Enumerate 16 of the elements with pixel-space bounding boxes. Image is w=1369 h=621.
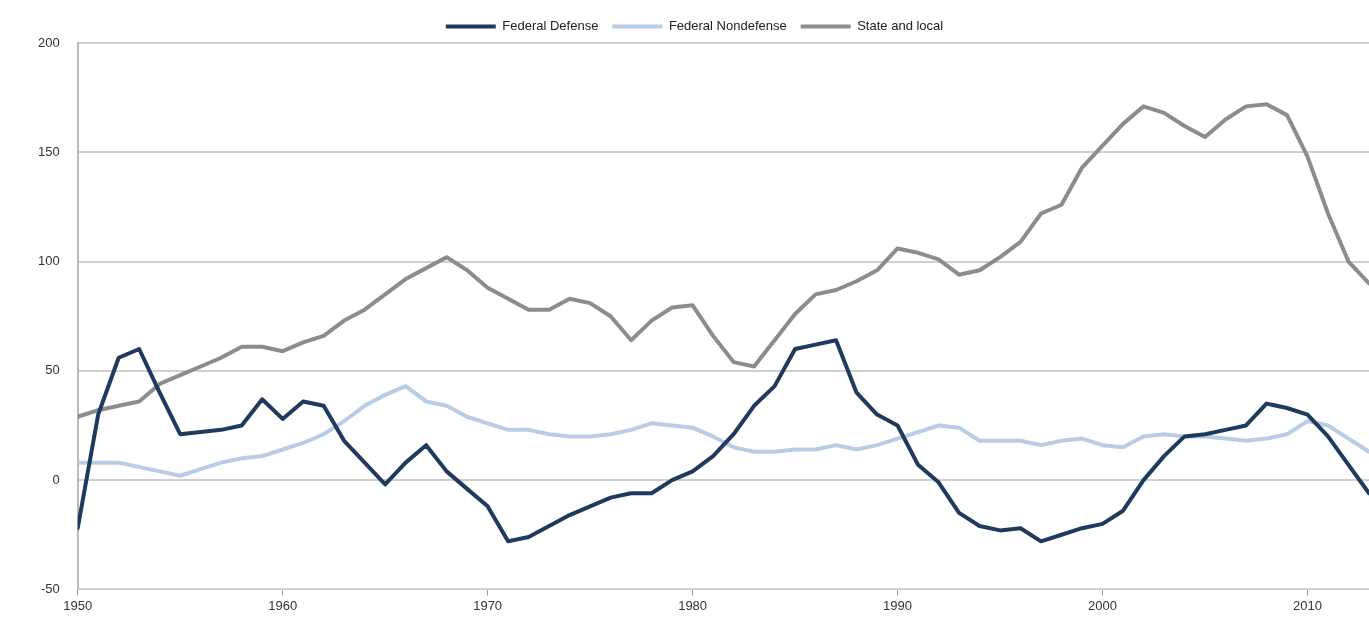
x-tick-label: 1980 [678,597,708,613]
y-tick-label: 200 [37,34,60,50]
legend-label: Federal Defense [502,18,599,34]
y-tick-label: -50 [40,580,60,596]
legend-label: State and local [857,18,944,34]
x-tick-label: 1960 [268,597,298,613]
x-tick-label: 1950 [63,597,93,613]
x-tick-label: 2010 [1293,597,1322,613]
y-tick-label: 50 [45,362,60,378]
x-tick-label: 1970 [473,597,503,613]
y-tick-label: 0 [52,471,60,487]
x-tick-label: 2000 [1088,597,1117,613]
y-tick-label: 150 [37,143,60,159]
legend-label: Federal Nondefense [668,18,787,34]
y-tick-label: 100 [37,253,60,269]
x-tick-label: 1990 [883,597,913,613]
